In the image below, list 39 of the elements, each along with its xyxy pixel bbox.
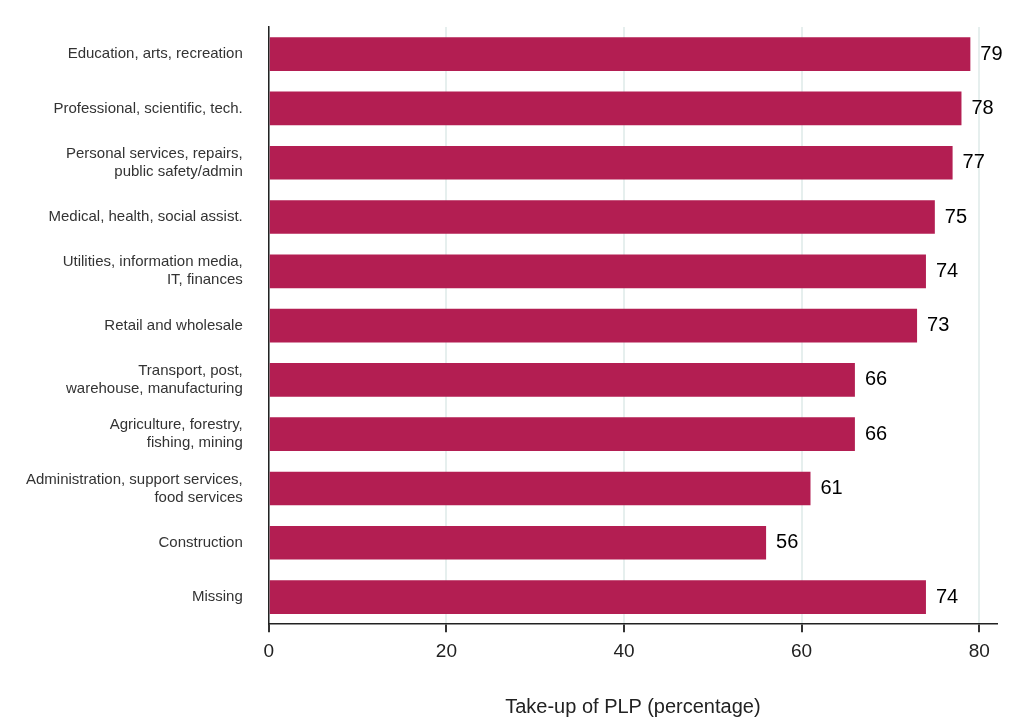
data-label: 78 — [971, 95, 994, 118]
y-tick-label: Transport, post, warehouse, manufacturing — [64, 361, 243, 397]
y-tick-label: Retail and wholesale — [104, 315, 243, 333]
bar — [269, 254, 926, 289]
data-label: 75 — [944, 204, 968, 227]
y-tick-label: Agriculture, forestry, fishing, mining — [109, 415, 243, 451]
bar — [269, 363, 855, 397]
bar — [269, 525, 767, 560]
y-tick-label: Utilities, information media, IT, finances — [62, 252, 243, 288]
y-tick-label: Personal services, repairs, public safety/admin — [66, 143, 243, 179]
data-label: 73 — [927, 313, 950, 336]
data-label: 79 — [980, 41, 1003, 64]
bar — [269, 308, 918, 343]
bar — [269, 37, 971, 71]
data-label: 77 — [962, 150, 985, 173]
data-label: 74 — [935, 584, 959, 607]
x-tick-label: 60 — [791, 639, 813, 661]
x-tick-label: 0 — [263, 639, 275, 661]
bar — [269, 91, 962, 126]
y-tick-label: Administration, support services, food services — [25, 469, 243, 505]
bar — [269, 471, 811, 506]
data-label: 66 — [864, 367, 888, 390]
x-tick-label: 20 — [435, 639, 457, 661]
data-label: 74 — [935, 258, 959, 281]
bar — [269, 580, 926, 614]
bar — [269, 200, 935, 234]
x-tick-label: 80 — [968, 639, 990, 661]
y-tick-label: Medical, health, social assist. — [48, 207, 243, 225]
y-tick-label: Construction — [158, 532, 243, 550]
x-tick-label: 40 — [613, 639, 635, 661]
data-label: 61 — [820, 475, 843, 498]
bar — [269, 417, 855, 452]
data-label: 66 — [864, 421, 888, 444]
y-tick-label: Professional, scientific, tech. — [53, 98, 243, 116]
y-tick-label: Missing — [191, 587, 243, 605]
y-tick-label: Education, arts, recreation — [67, 44, 243, 62]
data-label: 56 — [776, 530, 799, 553]
bar — [269, 145, 953, 180]
x-axis-title: Take-up of PLP (percentage) — [505, 694, 761, 717]
